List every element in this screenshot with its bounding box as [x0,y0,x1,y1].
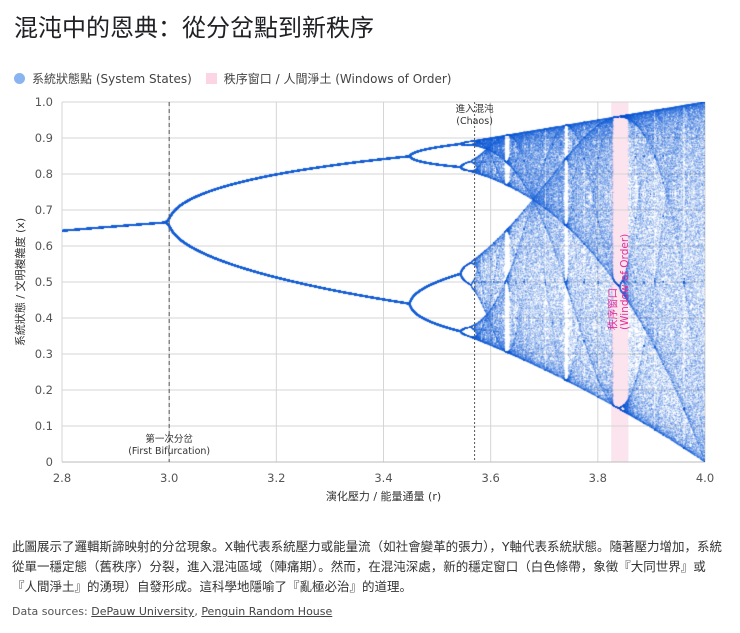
chart-caption: 此圖展示了邏輯斯諦映射的分岔現象。X軸代表系統壓力或能量流（如社會變革的張力），… [12,539,722,594]
y-tick-label: 0.3 [35,347,53,361]
data-sources: Data sources: DePauw University, Penguin… [12,605,333,618]
x-tick-label: 3.0 [160,471,178,485]
legend-label-windows: 秩序窗口 / 人間淨土 (Windows of Order) [223,72,452,86]
y-tick-label: 0.4 [35,311,53,325]
y-tick-label: 1.0 [35,95,53,109]
x-tick-label: 3.8 [589,471,607,485]
legend: 系統狀態點 (System States) 秩序窗口 / 人間淨土 (Windo… [14,70,451,87]
x-tick-label: 4.0 [696,471,714,485]
x-tick-label: 3.4 [374,471,392,485]
y-tick-label: 0 [46,455,53,469]
x-tick-label: 2.8 [53,471,71,485]
y-tick-label: 0.9 [35,131,53,145]
y-tick-label: 0.8 [35,167,53,181]
x-tick-label: 3.6 [482,471,500,485]
sources-prefix: Data sources: [12,605,92,618]
legend-swatch-states [14,73,25,84]
y-tick-label: 0.7 [35,203,53,217]
source-link-penguin[interactable]: Penguin Random House [201,605,333,618]
x-tick-label: 3.2 [267,471,285,485]
source-link-depauw[interactable]: DePauw University [91,605,195,618]
page-title: 混沌中的恩典：從分岔點到新秩序 [14,14,374,42]
y-tick-label: 0.6 [35,239,53,253]
scatter-points [62,102,705,462]
y-tick-label: 0.2 [35,383,53,397]
x-axis-label: 演化壓力 / 能量通量 (r) [326,489,441,503]
y-axis-label: 系統狀態 / 文明複雜度 (x) [13,218,27,346]
legend-label-states: 系統狀態點 (System States) [32,72,192,86]
y-tick-label: 0.1 [35,419,53,433]
legend-swatch-windows [205,73,217,84]
y-tick-label: 0.5 [35,275,53,289]
